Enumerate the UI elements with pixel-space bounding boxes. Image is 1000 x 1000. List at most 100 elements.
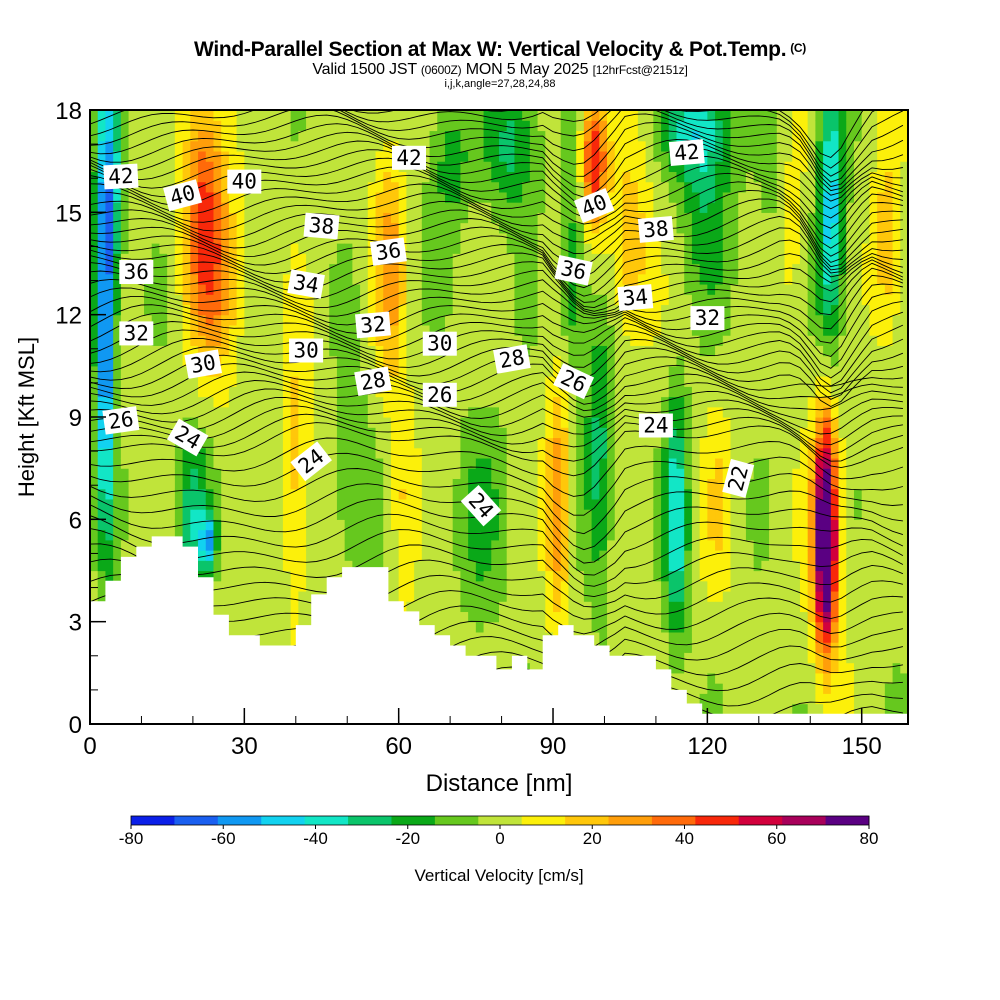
velocity-cell <box>136 243 145 254</box>
velocity-cell <box>298 396 307 408</box>
velocity-cell <box>228 417 238 428</box>
velocity-cell <box>228 498 238 510</box>
velocity-cell <box>144 447 153 459</box>
velocity-cell <box>452 457 462 469</box>
velocity-cell <box>90 447 99 459</box>
velocity-cell <box>244 590 253 602</box>
velocity-cell <box>144 427 153 439</box>
velocity-cell <box>375 140 384 152</box>
velocity-cell <box>637 304 647 316</box>
velocity-cell <box>97 345 107 357</box>
velocity-cell <box>560 345 570 357</box>
velocity-cell <box>460 222 469 234</box>
velocity-cell <box>329 478 338 490</box>
velocity-cell <box>506 396 516 408</box>
velocity-cell <box>506 294 516 306</box>
velocity-cell <box>383 171 392 183</box>
velocity-cell <box>120 468 130 479</box>
velocity-cell <box>699 539 708 551</box>
velocity-cell <box>506 181 516 193</box>
velocity-cell <box>514 417 523 428</box>
velocity-cell <box>637 335 647 346</box>
velocity-cell <box>622 519 631 531</box>
velocity-cell <box>684 601 693 613</box>
velocity-cell <box>336 253 346 265</box>
velocity-cell <box>298 304 307 316</box>
velocity-cell <box>522 570 531 582</box>
velocity-cell <box>383 110 392 121</box>
velocity-cell <box>715 570 724 582</box>
velocity-cell <box>151 140 161 152</box>
velocity-cell <box>560 161 570 172</box>
velocity-cell <box>591 570 600 582</box>
velocity-cell <box>414 529 423 541</box>
velocity-cell <box>614 191 624 203</box>
velocity-cell <box>306 181 315 193</box>
velocity-cell <box>560 314 570 326</box>
velocity-cell <box>228 376 238 387</box>
velocity-cell <box>699 509 708 520</box>
velocity-cell <box>691 232 701 244</box>
velocity-cell <box>360 468 369 479</box>
velocity-cell <box>236 457 245 469</box>
velocity-cell <box>336 355 346 367</box>
velocity-cell <box>653 181 662 193</box>
velocity-cell <box>722 488 732 500</box>
velocity-cell <box>282 110 292 121</box>
velocity-cell <box>236 202 245 213</box>
velocity-cell <box>691 253 701 265</box>
velocity-cell <box>414 437 423 449</box>
velocity-cell <box>607 457 616 469</box>
velocity-cell <box>236 376 245 387</box>
velocity-cell <box>691 611 701 623</box>
velocity-cell <box>699 529 708 541</box>
velocity-cell <box>236 263 245 275</box>
velocity-cell <box>213 539 222 551</box>
velocity-cell <box>174 396 184 408</box>
velocity-cell <box>174 222 184 234</box>
velocity-cell <box>329 529 338 541</box>
velocity-cell <box>452 243 462 254</box>
velocity-cell <box>491 539 500 551</box>
velocity-cell <box>414 498 423 510</box>
velocity-cell <box>120 314 130 326</box>
velocity-cell <box>607 570 616 582</box>
velocity-cell <box>313 519 323 531</box>
velocity-cell <box>136 447 145 459</box>
velocity-cell <box>421 294 431 306</box>
velocity-cell <box>290 140 299 152</box>
velocity-cell <box>213 181 222 193</box>
velocity-cell <box>282 498 292 510</box>
velocity-cell <box>514 498 523 510</box>
velocity-cell <box>221 181 230 193</box>
velocity-cell <box>375 539 384 551</box>
velocity-cell <box>568 191 577 203</box>
velocity-cell <box>252 376 261 387</box>
velocity-cell <box>475 324 485 336</box>
velocity-cell <box>390 212 400 224</box>
velocity-cell <box>360 191 369 203</box>
velocity-cell <box>414 273 423 285</box>
velocity-cell <box>360 171 369 183</box>
velocity-cell <box>321 263 330 275</box>
velocity-cell <box>668 488 678 500</box>
velocity-cell <box>499 161 508 172</box>
velocity-cell <box>198 161 207 172</box>
velocity-cell <box>614 314 624 326</box>
velocity-cell <box>506 150 516 162</box>
velocity-cell <box>136 406 145 418</box>
velocity-cell <box>252 509 261 520</box>
velocity-cell <box>414 263 423 275</box>
velocity-cell <box>699 703 708 715</box>
velocity-cell <box>514 519 523 531</box>
velocity-cell <box>267 335 276 346</box>
velocity-cell <box>344 539 353 551</box>
velocity-cell <box>344 263 353 275</box>
velocity-cell <box>205 437 215 449</box>
velocity-cell <box>607 355 616 367</box>
velocity-cell <box>198 120 207 132</box>
velocity-cell <box>676 529 685 541</box>
velocity-cell <box>375 468 384 479</box>
velocity-cell <box>120 191 130 203</box>
velocity-cell <box>653 335 662 346</box>
